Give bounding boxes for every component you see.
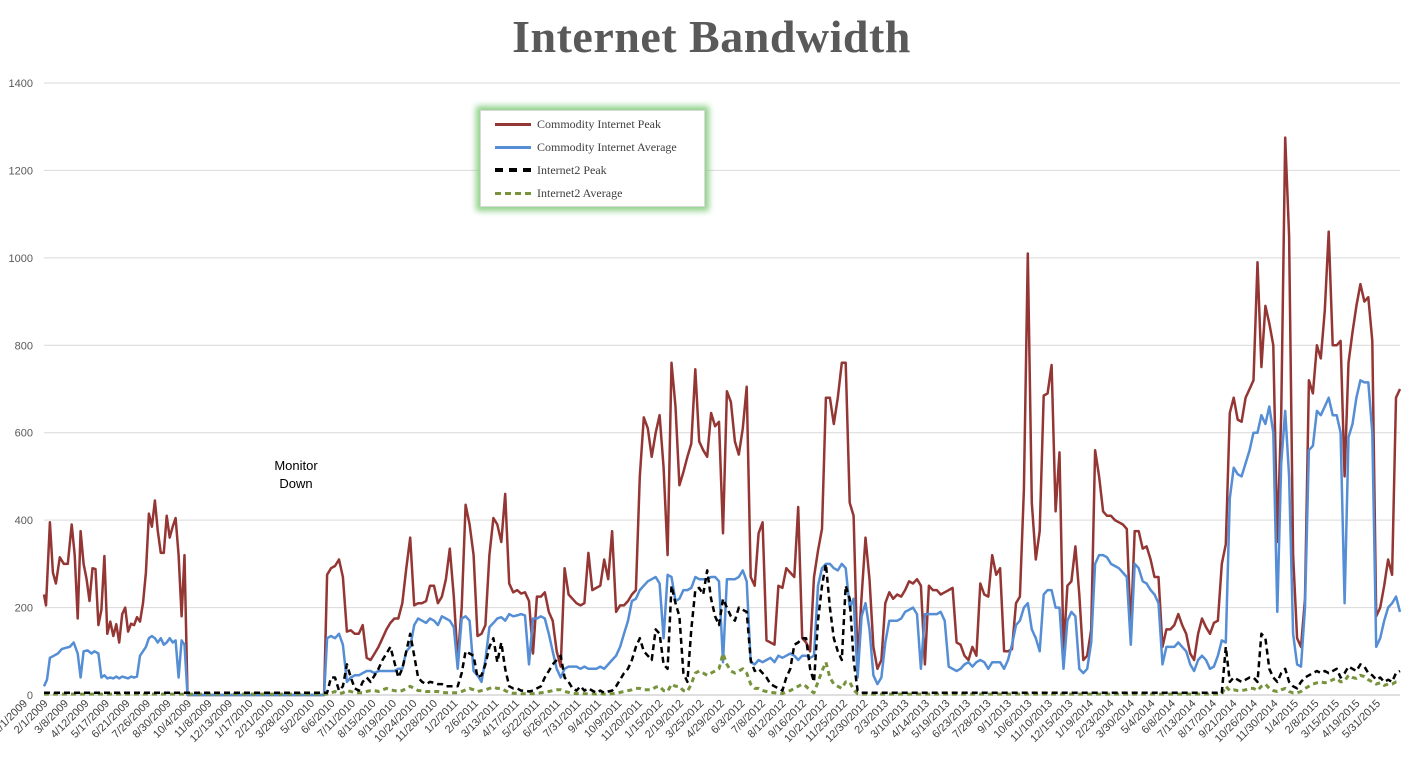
y-tick-label: 1400	[9, 78, 33, 90]
y-axis-ticks: 0 200 400 600 800 1000 1200 1400	[9, 78, 33, 702]
y-tick-label: 800	[15, 340, 33, 352]
y-tick-label: 400	[15, 515, 33, 527]
legend-label-internet2-average: Internet2 Average	[537, 185, 623, 200]
legend-item-internet2-peak: Internet2 Peak	[495, 161, 607, 179]
series-layer	[42, 136, 1402, 697]
annotation-line: Down	[279, 476, 313, 491]
legend-label-commodity-peak: Commodity Internet Peak	[537, 116, 661, 131]
legend-item-commodity-average: Commodity Internet Average	[495, 138, 677, 156]
legend-swatch-commodity-average	[495, 145, 531, 149]
series-line-commodity-internet-peak	[42, 136, 1402, 697]
series-line-internet2-average	[44, 652, 1401, 696]
monitor-down-annotation: Monitor Down	[258, 457, 334, 493]
legend-swatch-internet2-peak	[495, 168, 531, 172]
annotation-line: Monitor	[274, 458, 318, 473]
legend-label-internet2-peak: Internet2 Peak	[537, 162, 607, 177]
chart-title: Internet Bandwidth	[512, 11, 911, 62]
legend-label-commodity-average: Commodity Internet Average	[537, 139, 677, 154]
y-tick-label: 600	[15, 428, 33, 440]
y-tick-label: 200	[15, 603, 33, 615]
legend-swatch-internet2-average	[495, 191, 531, 195]
y-tick-label: 1000	[9, 253, 33, 265]
legend-swatch-commodity-peak	[495, 122, 531, 126]
y-tick-label: 1200	[9, 165, 33, 177]
y-tick-label: 0	[27, 690, 33, 702]
series-line-commodity-internet-average	[42, 379, 1402, 697]
chart-legend: Commodity Internet Peak Commodity Intern…	[480, 110, 705, 207]
legend-item-commodity-peak: Commodity Internet Peak	[495, 115, 661, 133]
legend-item-internet2-average: Internet2 Average	[495, 184, 622, 202]
series-line-internet2-peak	[44, 562, 1401, 695]
x-axis-ticks: 1/1/20092/1/20093/8/20094/12/20095/17/20…	[0, 698, 1383, 745]
